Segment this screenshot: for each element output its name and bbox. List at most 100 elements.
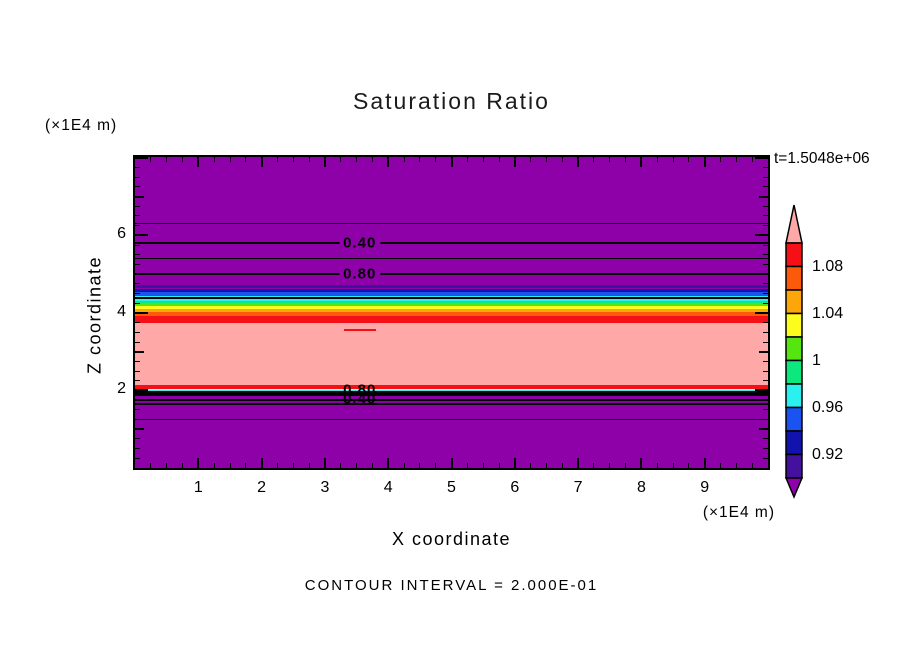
x-minor-tick [498, 463, 500, 468]
contour-interval-note: CONTOUR INTERVAL = 2.000E-01 [304, 577, 599, 594]
z-minor-tick [763, 380, 768, 382]
x-tick-label: 9 [700, 479, 710, 496]
z-minor-tick [763, 370, 768, 372]
x-minor-tick [545, 157, 547, 162]
x-minor-tick [308, 463, 310, 468]
z-minor-tick [135, 370, 140, 372]
contour-band-navy [135, 288, 768, 293]
colorbar-cell-yellow [785, 312, 803, 338]
x-axis-title: X coordinate [391, 529, 512, 549]
x-major-tick [703, 458, 706, 468]
z-major-tick [135, 273, 144, 276]
z-minor-tick [763, 293, 768, 294]
colorbar-cell-orangered [785, 265, 803, 291]
x-minor-tick [276, 463, 278, 468]
contour-band-greenyellow [135, 389, 768, 391]
plot-area: 0.40 0.80 0.80 0.40 [133, 155, 770, 470]
x-tick-label: 5 [447, 479, 456, 496]
x-minor-tick [720, 463, 721, 468]
z-minor-tick [763, 176, 768, 178]
x-major-tick [323, 157, 326, 167]
x-minor-tick [530, 157, 532, 162]
x-minor-tick [561, 157, 563, 162]
z-minor-tick [763, 360, 768, 362]
z-major-tick [135, 350, 144, 353]
z-minor-tick [763, 167, 768, 168]
x-axis-unit: (×1E4 m) [702, 504, 775, 521]
contour-band-yellow [135, 388, 768, 390]
contour-label: 0.80 [339, 265, 381, 283]
z-minor-tick [135, 438, 140, 440]
z-minor-tick [135, 205, 140, 207]
x-minor-tick [356, 463, 357, 468]
colorbar-tick-label: 0.96 [812, 398, 844, 416]
z-minor-tick [135, 399, 140, 401]
z-axis-unit: (×1E4 m) [45, 117, 118, 134]
x-minor-tick [403, 157, 405, 162]
z-minor-tick [135, 448, 140, 450]
x-major-tick [513, 157, 516, 167]
colorbar-cell-greenyellow [785, 336, 803, 362]
colorbar-tick-label: 1.04 [812, 304, 844, 322]
colorbar-tick-label: 1.08 [812, 257, 844, 275]
z-major-tick [135, 234, 148, 237]
contour-band-orangered [135, 312, 768, 316]
colorbar-cell-red [785, 242, 803, 268]
x-minor-tick [150, 463, 152, 468]
x-major-tick [260, 458, 263, 468]
z-minor-tick [135, 263, 140, 265]
x-tick-label: 1 [193, 479, 203, 496]
contour-label: 0.40 [343, 390, 377, 408]
x-minor-tick [688, 157, 690, 162]
z-minor-tick [135, 419, 140, 420]
contour-line [135, 403, 768, 405]
x-minor-tick [371, 157, 373, 162]
z-minor-tick [135, 283, 140, 285]
z-minor-tick [763, 438, 768, 440]
colorbar-cell-indigo [785, 453, 803, 479]
colorbar-under-arrow [784, 477, 804, 499]
z-minor-tick [763, 225, 768, 227]
x-major-tick [450, 157, 453, 167]
x-minor-tick [166, 463, 168, 468]
colorbar-cell-blue [785, 406, 803, 432]
x-minor-tick [482, 463, 484, 468]
x-minor-tick [751, 157, 753, 162]
colorbar-tick-label: 0.92 [812, 445, 844, 463]
z-minor-tick [135, 322, 140, 324]
z-minor-tick [135, 186, 140, 188]
x-major-tick [387, 157, 390, 167]
x-minor-tick [593, 463, 595, 468]
z-minor-tick [763, 205, 768, 207]
x-minor-tick [403, 463, 405, 468]
z-tick-label: 4 [117, 302, 126, 320]
x-major-tick [640, 157, 643, 167]
z-minor-tick [763, 419, 768, 420]
x-minor-tick [656, 157, 658, 162]
x-tick-label: 4 [383, 479, 393, 496]
z-major-tick [135, 195, 144, 198]
x-minor-tick [656, 463, 658, 468]
x-minor-tick [245, 157, 247, 162]
x-minor-tick [609, 157, 611, 162]
z-major-tick [755, 389, 768, 392]
z-minor-tick [135, 457, 140, 459]
plot-title: Saturation Ratio [353, 88, 550, 114]
x-tick-label: 3 [320, 479, 330, 496]
z-major-tick [135, 428, 144, 431]
colorbar-cell-cyan [785, 383, 803, 409]
z-minor-tick [135, 167, 140, 168]
x-minor-tick [371, 463, 373, 468]
contour-line [135, 419, 768, 420]
z-axis-title: Z coordinate [84, 255, 105, 375]
z-minor-tick [763, 322, 768, 324]
z-minor-tick [763, 215, 768, 217]
x-minor-tick [166, 157, 168, 162]
x-minor-tick [276, 157, 278, 162]
x-tick-label: 7 [573, 479, 583, 496]
x-minor-tick [213, 157, 215, 162]
x-minor-tick [735, 157, 737, 162]
x-minor-tick [625, 157, 627, 162]
z-minor-tick [763, 399, 768, 401]
contour-band-orange [135, 308, 768, 313]
